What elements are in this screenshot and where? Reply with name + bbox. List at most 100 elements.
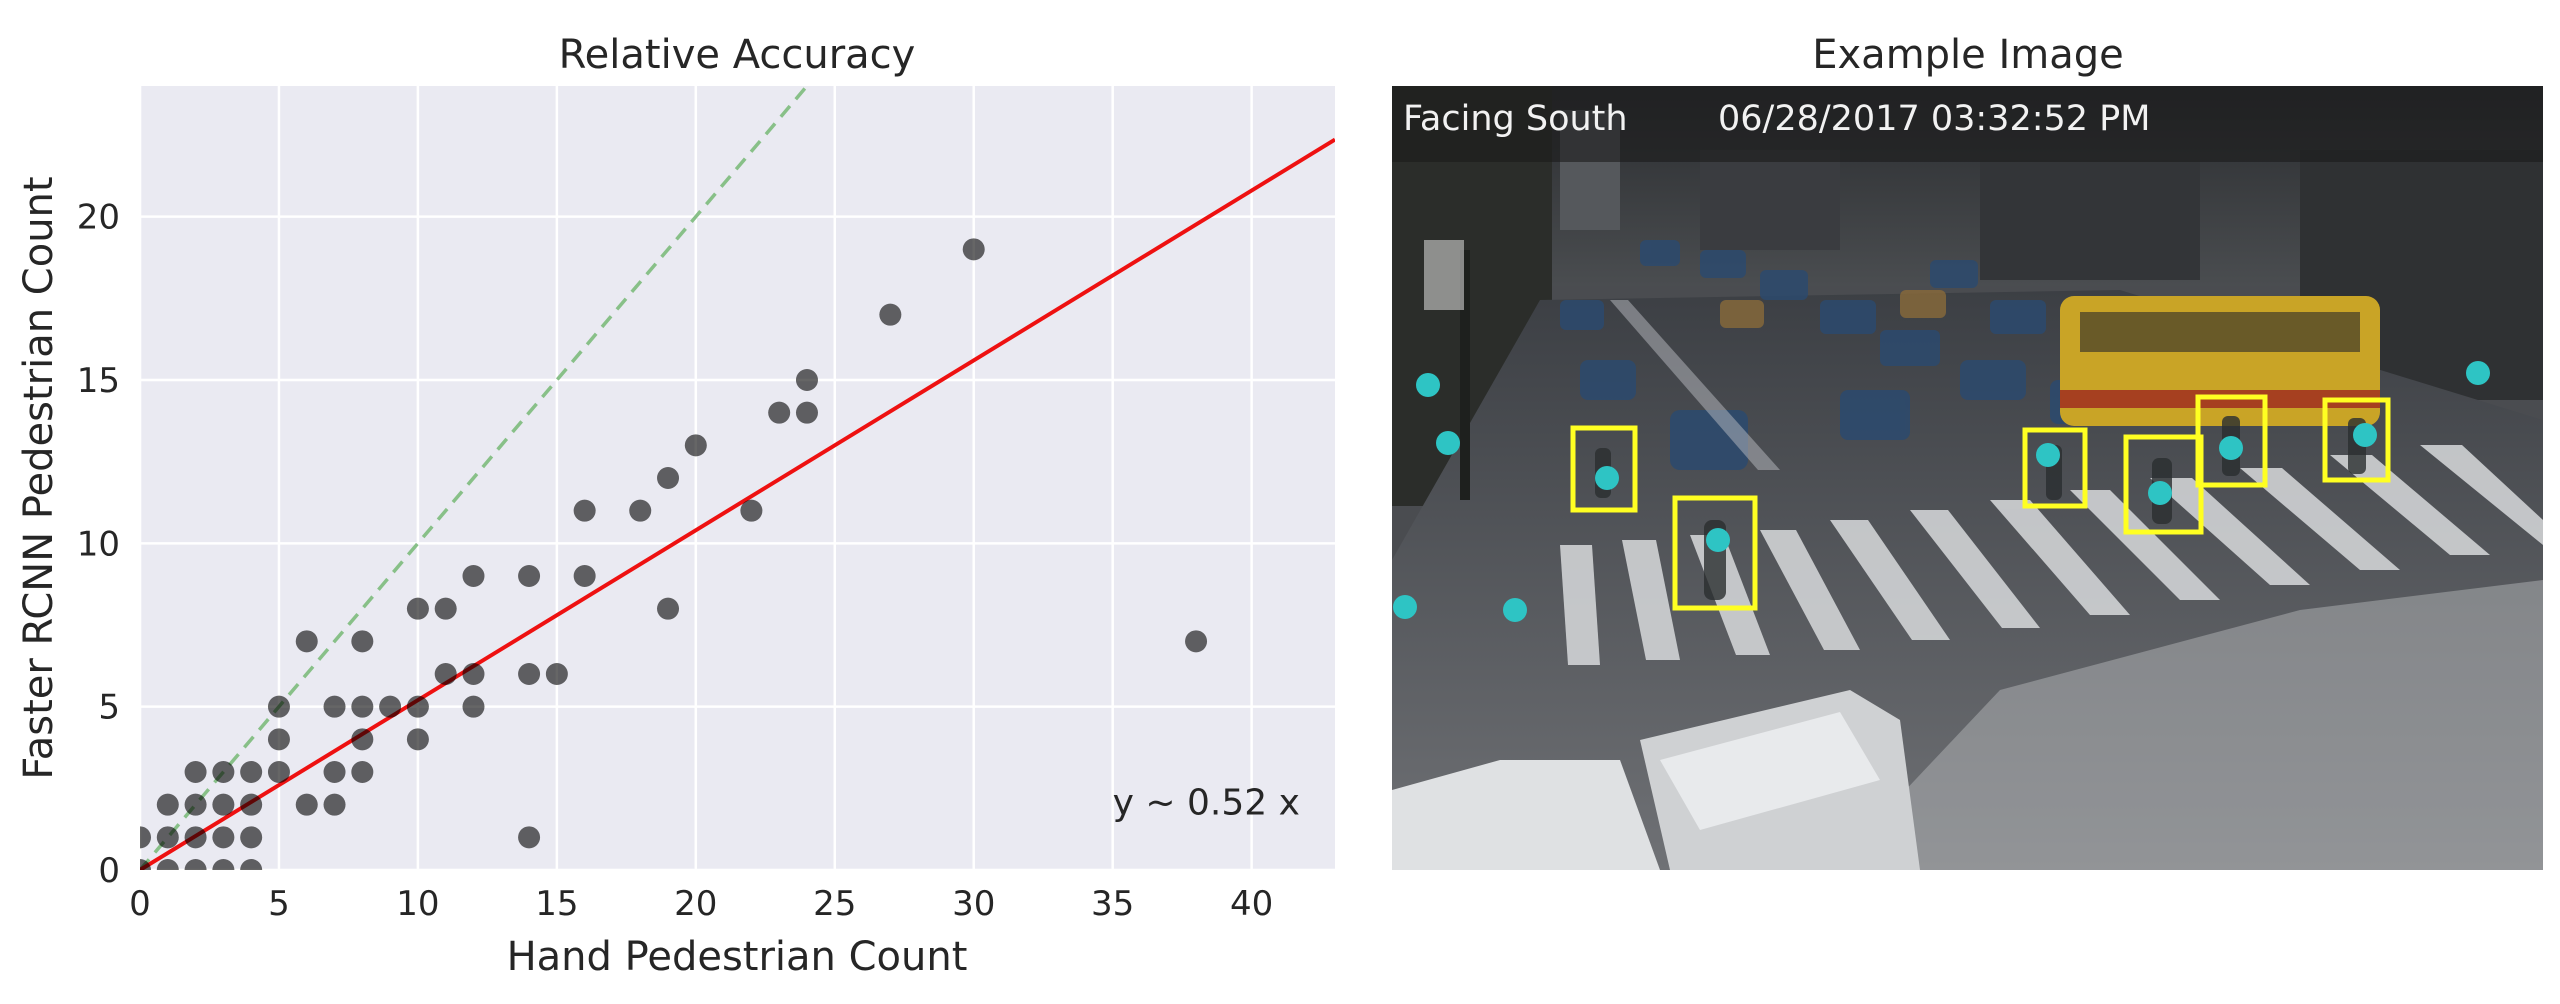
scatter-point bbox=[323, 695, 346, 718]
scatter-point bbox=[351, 728, 374, 751]
x-tick-label: 35 bbox=[1091, 884, 1134, 924]
detection-box bbox=[2195, 394, 2268, 488]
x-axis-label: Hand Pedestrian Count bbox=[507, 934, 968, 980]
detection-dot bbox=[1503, 598, 1527, 622]
scatter-point bbox=[267, 728, 290, 751]
camera-direction-label: Facing South bbox=[1403, 99, 1628, 139]
scatter-point bbox=[1185, 630, 1208, 653]
image-title: Example Image bbox=[1812, 32, 2124, 78]
scatter-point bbox=[768, 401, 791, 424]
scatter-point bbox=[295, 793, 318, 816]
scatter-point bbox=[351, 630, 374, 653]
x-tick-label: 5 bbox=[268, 884, 290, 924]
scatter-point bbox=[406, 695, 429, 718]
scatter-point bbox=[140, 826, 151, 849]
example-image-panel: Example Image bbox=[1392, 32, 2543, 870]
detection-dot bbox=[1706, 528, 1730, 552]
scatter-point bbox=[795, 401, 818, 424]
scatter-points bbox=[140, 238, 1208, 870]
scatter-point bbox=[795, 369, 818, 391]
identity-reference-line bbox=[140, 86, 810, 870]
y-tick-label: 10 bbox=[77, 524, 120, 564]
scatter-point bbox=[184, 793, 207, 816]
y-tick-label: 15 bbox=[77, 361, 120, 401]
scatter-point bbox=[518, 826, 541, 849]
x-tick-label: 10 bbox=[396, 884, 439, 924]
x-tick-label: 25 bbox=[813, 884, 856, 924]
scatter-point bbox=[518, 565, 541, 587]
fit-line bbox=[140, 137, 1335, 870]
y-tick-labels: 0 5 10 15 20 bbox=[77, 198, 120, 891]
scatter-point bbox=[462, 663, 485, 685]
detection-dot bbox=[2036, 443, 2060, 467]
scatter-point bbox=[740, 499, 763, 522]
detection-dots bbox=[1393, 361, 2490, 622]
scatter-point bbox=[406, 597, 429, 620]
scatter-point bbox=[406, 728, 429, 751]
detection-dot bbox=[1393, 595, 1417, 619]
reference-line bbox=[140, 86, 810, 870]
camera-timestamp: 06/28/2017 03:32:52 PM bbox=[1718, 99, 2150, 139]
detection-dot bbox=[2148, 481, 2172, 505]
detection-box bbox=[1672, 495, 1758, 611]
scatter-point bbox=[156, 859, 179, 870]
regression-fit-line bbox=[140, 137, 1335, 870]
x-tick-labels: 0 5 10 15 20 25 30 35 40 bbox=[129, 884, 1273, 924]
chart-title: Relative Accuracy bbox=[559, 32, 916, 78]
scatter-point bbox=[657, 597, 680, 620]
scatter-point bbox=[518, 663, 541, 685]
detection-dot bbox=[1416, 373, 1440, 397]
scatter-point bbox=[212, 793, 235, 816]
scatter-point bbox=[351, 761, 374, 783]
scatter-point bbox=[657, 467, 680, 489]
detection-dot bbox=[1595, 466, 1619, 490]
scatter-point bbox=[462, 695, 485, 718]
scatter-point bbox=[879, 303, 902, 326]
y-tick-label: 0 bbox=[98, 851, 120, 891]
scatter-point bbox=[323, 761, 346, 783]
scatter-point bbox=[140, 859, 151, 870]
scatter-point bbox=[240, 859, 263, 870]
detection-dot bbox=[2466, 361, 2490, 385]
x-tick-label: 15 bbox=[535, 884, 578, 924]
scatter-point bbox=[156, 826, 179, 849]
scatter-point bbox=[434, 597, 457, 620]
detection-box bbox=[2022, 427, 2088, 509]
scatter-point bbox=[240, 761, 263, 783]
scatter-point bbox=[240, 826, 263, 849]
detection-boxes bbox=[1570, 394, 2391, 611]
scatter-point bbox=[184, 826, 207, 849]
scatter-point bbox=[212, 859, 235, 870]
scatter-point bbox=[434, 663, 457, 685]
scatter-point bbox=[629, 499, 652, 522]
detection-dot bbox=[1436, 431, 1460, 455]
scatter-point bbox=[573, 499, 596, 522]
fit-annotation: y ~ 0.52 x bbox=[1113, 783, 1300, 824]
y-tick-label: 20 bbox=[77, 198, 120, 238]
scatter-point bbox=[295, 630, 318, 653]
scatter-point bbox=[684, 434, 707, 457]
detection-box bbox=[2322, 397, 2391, 483]
scatter-point bbox=[212, 761, 235, 783]
scatter-point bbox=[267, 695, 290, 718]
scatter-point bbox=[212, 826, 235, 849]
x-tick-label: 40 bbox=[1230, 884, 1273, 924]
scatter-point bbox=[184, 761, 207, 783]
detection-box bbox=[1570, 425, 1638, 513]
y-tick-label: 5 bbox=[98, 688, 120, 728]
scatter-point bbox=[462, 565, 485, 587]
plot-background bbox=[140, 86, 1335, 870]
scatter-chart: Relative Accuracy 0 5 10 15 20 25 30 35 40 0 5 10 1… bbox=[16, 32, 1335, 980]
scatter-point bbox=[240, 793, 263, 816]
scatter-point bbox=[962, 238, 985, 261]
scatter-point bbox=[156, 793, 179, 816]
detection-dot bbox=[2353, 423, 2377, 447]
scatter-point bbox=[379, 695, 402, 718]
scatter-point bbox=[184, 859, 207, 870]
detection-dot bbox=[2219, 436, 2243, 460]
x-tick-label: 20 bbox=[674, 884, 717, 924]
x-tick-label: 30 bbox=[952, 884, 995, 924]
scatter-point bbox=[267, 761, 290, 783]
